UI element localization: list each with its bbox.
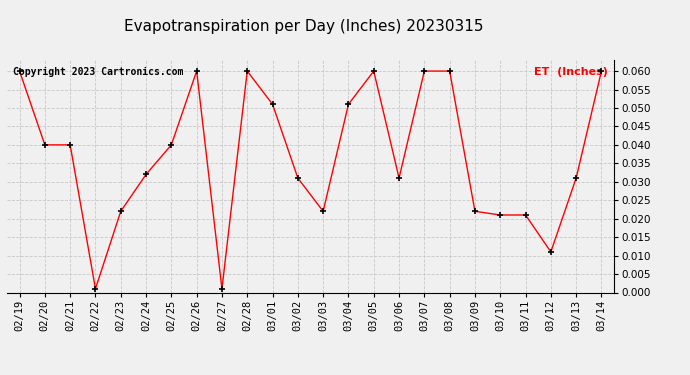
Text: ET  (Inches): ET (Inches)	[534, 67, 608, 77]
Text: Copyright 2023 Cartronics.com: Copyright 2023 Cartronics.com	[13, 67, 184, 77]
Text: Evapotranspiration per Day (Inches) 20230315: Evapotranspiration per Day (Inches) 2023…	[124, 19, 484, 34]
